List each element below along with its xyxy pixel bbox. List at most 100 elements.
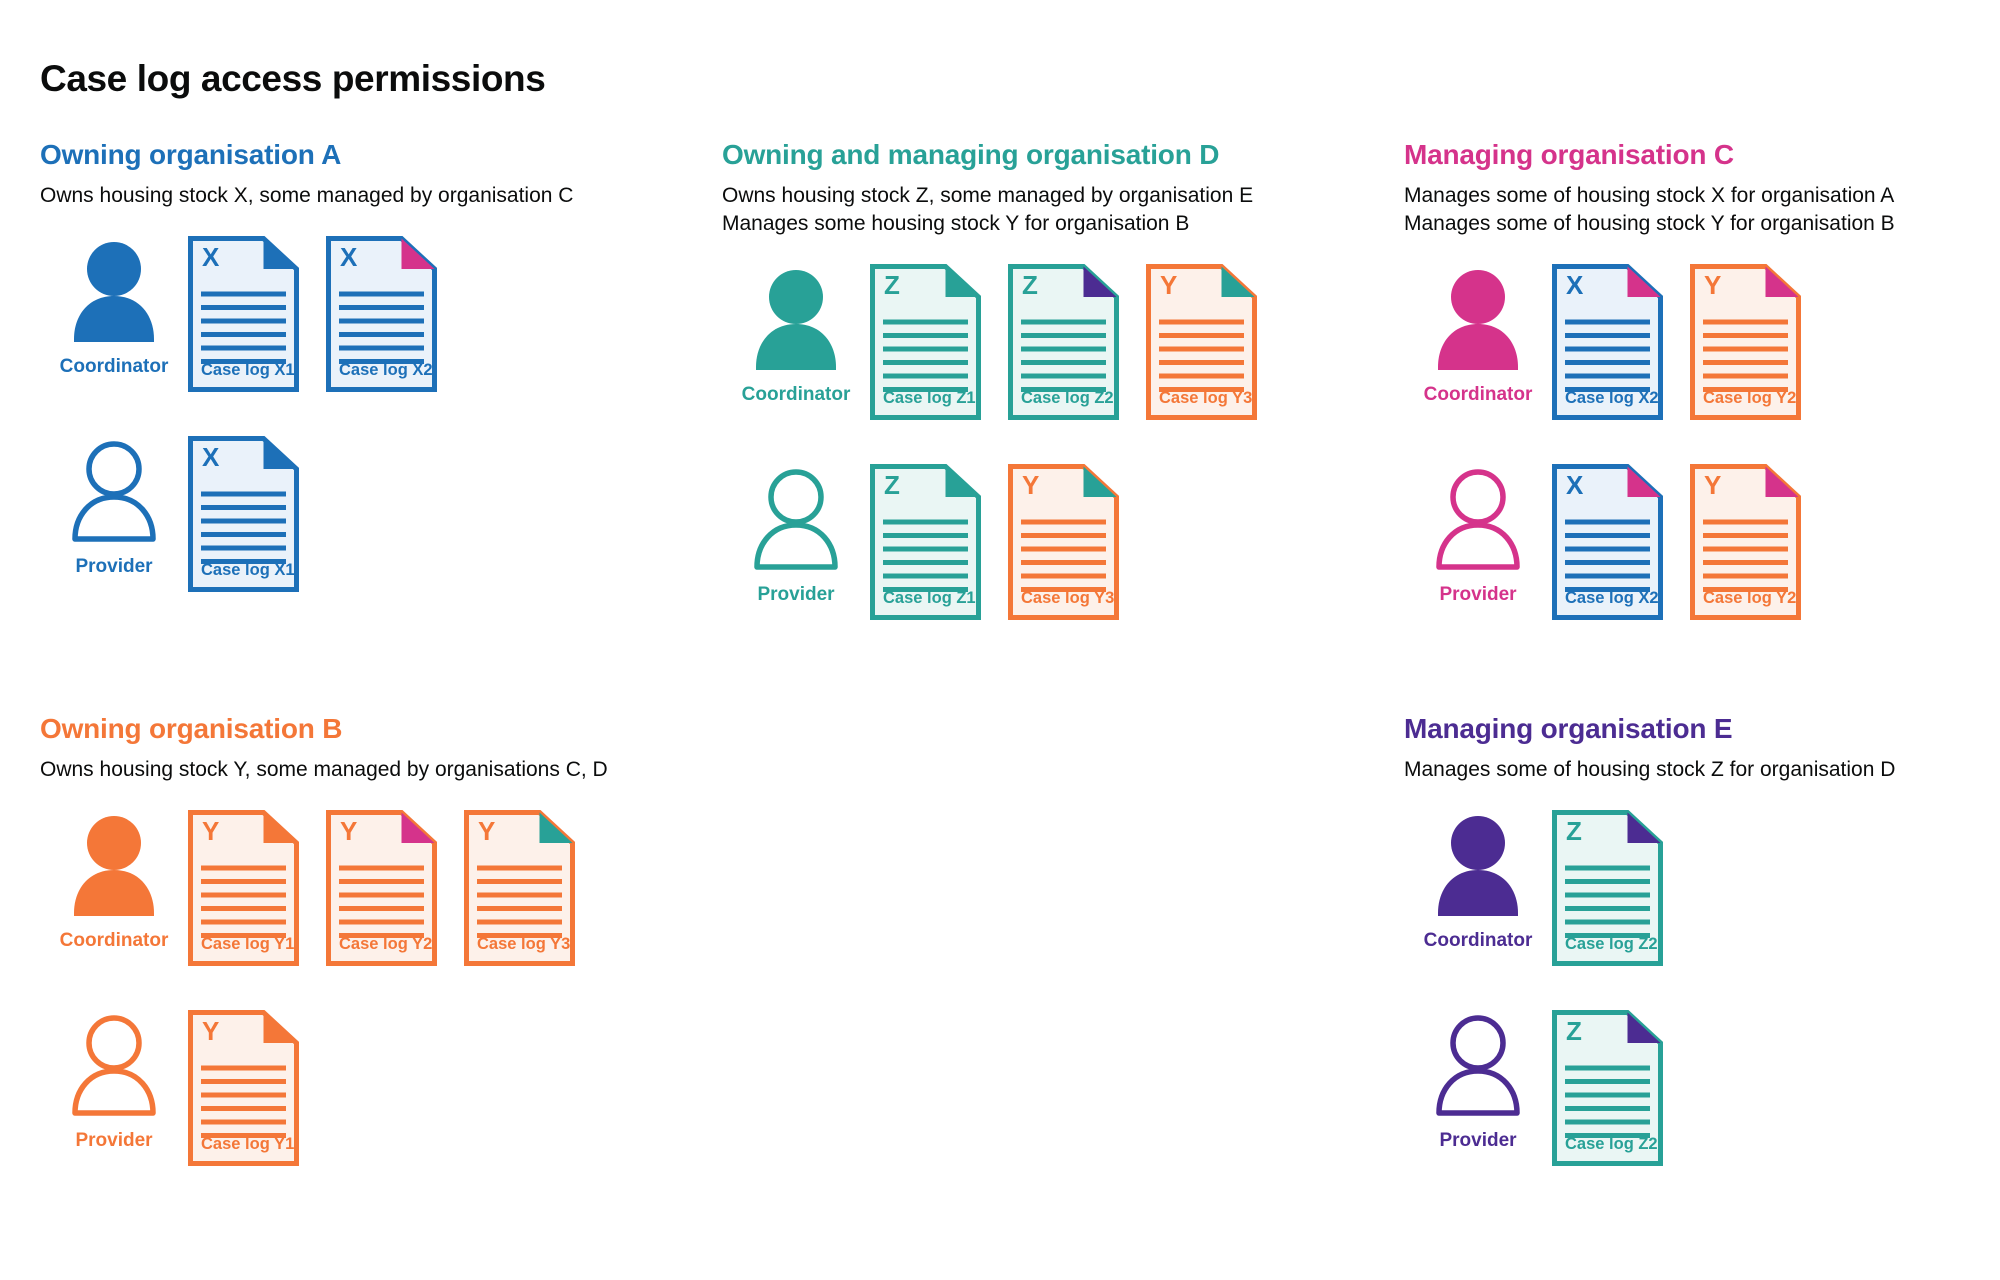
case-log-label: Case log Y2 xyxy=(1703,588,1797,607)
case-log-document: Z Case log Z1 xyxy=(870,264,981,421)
role-row-coordinator: Coordinator Z Case log Z2 xyxy=(1404,810,1895,1010)
role-label: Provider xyxy=(75,1130,153,1152)
case-log-label: Case log X1 xyxy=(201,360,295,379)
org-heading: Owning and managing organisation D xyxy=(722,139,1220,170)
role-label: Coordinator xyxy=(59,930,169,952)
role-row-provider: Provider Z Case log Z2 xyxy=(1404,1010,1895,1210)
org-description-line: Manages some of housing stock Y for orga… xyxy=(1404,212,1895,236)
page-title: Case log access permissions xyxy=(40,57,546,99)
case-log-label: Case log Z2 xyxy=(1565,934,1658,953)
case-log-document: X Case log X1 xyxy=(188,436,299,593)
role-row-provider: Provider Z Case log Z1 Y Case log Y3 xyxy=(722,464,1284,664)
case-log-document: Y Case log Y3 xyxy=(1146,264,1257,421)
stock-letter: Z xyxy=(1566,816,1582,847)
stock-letter: X xyxy=(202,242,220,273)
role-label: Coordinator xyxy=(1423,930,1533,952)
role-label: Provider xyxy=(75,556,153,578)
role-rows: Coordinator Z Case log Z2 Provider Z Case … xyxy=(1404,810,1895,1210)
role-row-coordinator: Coordinator X Case log X1 X Case log X2 xyxy=(40,236,573,436)
org-section-org-b: Owning organisation B Owns housing stock … xyxy=(40,713,608,1210)
role-rows: Coordinator X Case log X2 Y Case log Y2 Pr… xyxy=(1404,264,1895,664)
case-log-document: Z Case log Z1 xyxy=(870,464,981,621)
org-description: Owns housing stock X, some managed by or… xyxy=(40,182,573,210)
org-description: Manages some of housing stock X for orga… xyxy=(1404,182,1895,239)
stock-letter: Z xyxy=(1022,270,1038,301)
org-description-line: Owns housing stock Y, some managed by or… xyxy=(40,757,608,781)
stock-letter: X xyxy=(1566,270,1584,301)
stock-letter: Y xyxy=(202,1016,220,1047)
case-log-document: X Case log X2 xyxy=(326,236,437,393)
role-label: Provider xyxy=(757,584,835,606)
stock-letter: Y xyxy=(202,816,220,847)
case-log-label: Case log X2 xyxy=(339,360,433,379)
person-coordinator-icon: Coordinator xyxy=(1404,810,1552,950)
stock-letter: Y xyxy=(1704,270,1722,301)
case-log-document: Y Case log Y2 xyxy=(1690,264,1801,421)
org-heading: Owning organisation B xyxy=(40,713,343,744)
org-description-line: Owns housing stock X, some managed by or… xyxy=(40,183,574,207)
case-log-label: Case log Z2 xyxy=(1565,1134,1658,1153)
case-log-document: Y Case log Y3 xyxy=(464,810,575,967)
case-log-document: X Case log X2 xyxy=(1552,264,1663,421)
stock-letter: Y xyxy=(478,816,496,847)
case-log-label: Case log Y3 xyxy=(1159,388,1253,407)
org-description-line: Manages some housing stock Y for organis… xyxy=(722,212,1190,236)
org-heading: Owning organisation A xyxy=(40,139,342,170)
org-description-line: Owns housing stock Z, some managed by or… xyxy=(722,183,1254,207)
stock-letter: X xyxy=(202,442,220,473)
role-rows: Coordinator Z Case log Z1 Z Case log Z2 Y C… xyxy=(722,264,1284,664)
stock-letter: Y xyxy=(1160,270,1178,301)
case-log-document: Y Case log Y1 xyxy=(188,810,299,967)
org-description: Owns housing stock Y, some managed by or… xyxy=(40,756,608,784)
role-row-coordinator: Coordinator Y Case log Y1 Y Case log Y2 Y C… xyxy=(40,810,608,1010)
case-log-document: Y Case log Y2 xyxy=(326,810,437,967)
person-coordinator-icon: Coordinator xyxy=(40,236,188,376)
org-section-org-d: Owning and managing organisation D Owns h… xyxy=(722,139,1284,664)
case-log-document: Y Case log Y3 xyxy=(1008,464,1119,621)
case-log-document: Z Case log Z2 xyxy=(1552,810,1663,967)
case-log-document: Z Case log Z2 xyxy=(1008,264,1119,421)
stock-letter: Z xyxy=(884,270,900,301)
person-coordinator-icon: Coordinator xyxy=(1404,264,1552,404)
org-section-org-e: Managing organisation E Manages some of h… xyxy=(1404,713,1895,1210)
case-log-label: Case log Z1 xyxy=(883,388,976,407)
case-log-label: Case log Y1 xyxy=(201,934,295,953)
org-description-line: Manages some of housing stock X for orga… xyxy=(1404,183,1895,207)
role-label: Provider xyxy=(1439,1130,1517,1152)
role-label: Coordinator xyxy=(1423,384,1533,406)
case-log-label: Case log Y1 xyxy=(201,1134,295,1153)
role-label: Coordinator xyxy=(59,356,169,378)
org-section-org-c: Managing organisation C Manages some of h… xyxy=(1404,139,1895,664)
role-row-coordinator: Coordinator X Case log X2 Y Case log Y2 xyxy=(1404,264,1895,464)
case-log-label: Case log Z2 xyxy=(1021,388,1114,407)
role-label: Provider xyxy=(1439,584,1517,606)
role-row-provider: Provider X Case log X1 xyxy=(40,436,573,636)
person-coordinator-icon: Coordinator xyxy=(40,810,188,950)
org-description: Manages some of housing stock Z for orga… xyxy=(1404,756,1895,784)
role-row-provider: Provider X Case log X2 Y Case log Y2 xyxy=(1404,464,1895,664)
stock-letter: Y xyxy=(340,816,358,847)
person-coordinator-icon: Coordinator xyxy=(722,264,870,404)
stock-letter: X xyxy=(1566,470,1584,501)
case-log-label: Case log Y2 xyxy=(1703,388,1797,407)
stock-letter: X xyxy=(340,242,358,273)
person-provider-icon: Provider xyxy=(722,464,870,604)
case-log-document: Y Case log Y2 xyxy=(1690,464,1801,621)
case-log-label: Case log Y3 xyxy=(477,934,571,953)
org-section-org-a: Owning organisation A Owns housing stock … xyxy=(40,139,573,636)
role-row-coordinator: Coordinator Z Case log Z1 Z Case log Z2 Y C… xyxy=(722,264,1284,464)
org-heading: Managing organisation E xyxy=(1404,713,1733,744)
role-rows: Coordinator X Case log X1 X Case log X2 Pr… xyxy=(40,236,573,636)
role-row-provider: Provider Y Case log Y1 xyxy=(40,1010,608,1210)
stock-letter: Y xyxy=(1022,470,1040,501)
case-log-document: Z Case log Z2 xyxy=(1552,1010,1663,1167)
stock-letter: Z xyxy=(1566,1016,1582,1047)
case-log-document: X Case log X1 xyxy=(188,236,299,393)
org-heading: Managing organisation C xyxy=(1404,139,1734,170)
person-provider-icon: Provider xyxy=(1404,464,1552,604)
role-rows: Coordinator Y Case log Y1 Y Case log Y2 Y C… xyxy=(40,810,608,1210)
case-log-label: Case log Z1 xyxy=(883,588,976,607)
org-description: Owns housing stock Z, some managed by or… xyxy=(722,182,1284,239)
person-provider-icon: Provider xyxy=(1404,1010,1552,1150)
